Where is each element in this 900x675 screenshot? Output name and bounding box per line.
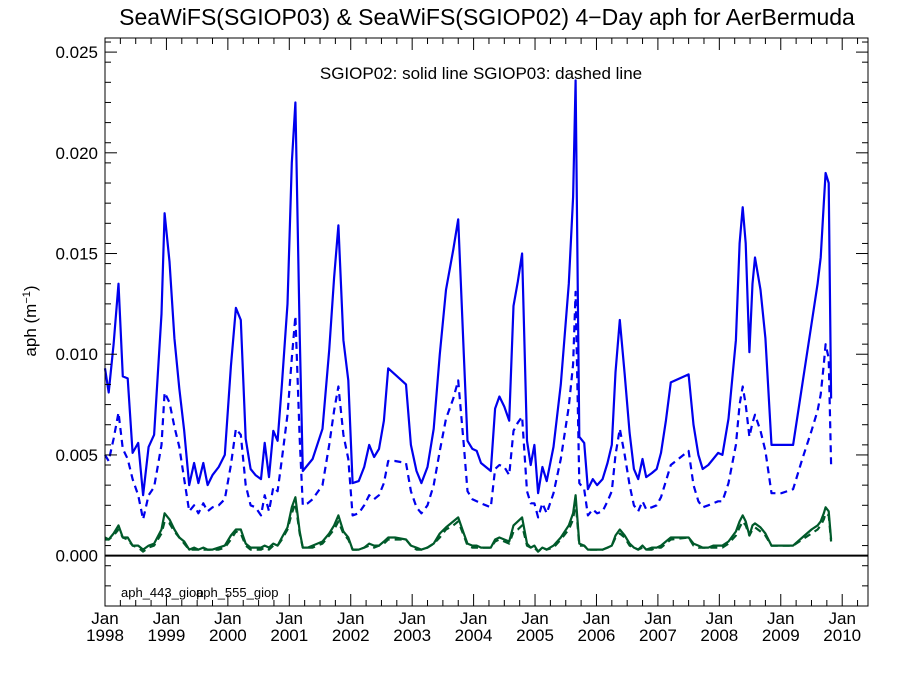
x-tick-year-label: 1998 bbox=[86, 626, 124, 645]
x-tick-year-label: 2002 bbox=[332, 626, 370, 645]
series-line-aph_555_giop-sgiop02 bbox=[104, 494, 833, 553]
x-tick-month-label: Jan bbox=[153, 609, 180, 628]
x-tick-year-label: 2006 bbox=[578, 626, 616, 645]
x-tick-month-label: Jan bbox=[583, 609, 610, 628]
x-tick-month-label: Jan bbox=[767, 609, 794, 628]
x-tick-month-label: Jan bbox=[91, 609, 118, 628]
series-group bbox=[103, 79, 833, 553]
series-line-aph_443_giop-sgiop02 bbox=[103, 79, 833, 497]
x-tick-year-label: 2009 bbox=[762, 626, 800, 645]
x-tick-month-label: Jan bbox=[521, 609, 548, 628]
legend-label-aph-555: aph_555_giop bbox=[196, 585, 278, 600]
y-tick-label: 0.005 bbox=[55, 446, 98, 465]
x-tick-year-label: 1999 bbox=[148, 626, 186, 645]
x-tick-year-label: 2005 bbox=[516, 626, 554, 645]
line-style-annotation: SGIOP02: solid line SGIOP03: dashed line bbox=[320, 64, 642, 83]
series-line-aph_443_giop-sgiop03 bbox=[104, 290, 833, 521]
x-tick-year-label: 2008 bbox=[700, 626, 738, 645]
x-tick-month-label: Jan bbox=[706, 609, 733, 628]
x-tick-month-label: Jan bbox=[276, 609, 303, 628]
y-tick-label: 0.015 bbox=[55, 245, 98, 264]
x-tick-month-label: Jan bbox=[644, 609, 671, 628]
x-tick-year-label: 2010 bbox=[823, 626, 861, 645]
x-tick-year-label: 2007 bbox=[639, 626, 677, 645]
series-line-aph_555_giop-sgiop03 bbox=[105, 500, 833, 553]
y-tick-label: 0.020 bbox=[55, 144, 98, 163]
x-tick-month-label: Jan bbox=[398, 609, 425, 628]
legend-label-aph-443: aph_443_giop bbox=[121, 585, 203, 600]
x-tick-year-label: 2003 bbox=[393, 626, 431, 645]
x-tick-year-label: 2004 bbox=[455, 626, 493, 645]
y-axis-label-close: ) bbox=[21, 285, 40, 291]
y-tick-label: 0.025 bbox=[55, 43, 98, 62]
x-tick-month-label: Jan bbox=[337, 609, 364, 628]
chart-title: SeaWiFS(SGIOP03) & SeaWiFS(SGIOP02) 4−Da… bbox=[119, 4, 855, 30]
y-axis-label-superscript: −1 bbox=[21, 291, 33, 304]
y-axis-label-text: aph (m bbox=[21, 304, 40, 357]
x-tick-month-label: Jan bbox=[214, 609, 241, 628]
x-tick-year-label: 2000 bbox=[209, 626, 247, 645]
y-tick-label: 0.000 bbox=[55, 547, 98, 566]
plot-area: 0.0000.0050.0100.0150.0200.025Jan1998Jan… bbox=[55, 37, 869, 645]
y-axis-label: aph (m−1) bbox=[21, 285, 40, 356]
plot-frame bbox=[104, 37, 869, 607]
x-tick-month-label: Jan bbox=[828, 609, 855, 628]
x-tick-year-label: 2001 bbox=[270, 626, 308, 645]
x-tick-month-label: Jan bbox=[460, 609, 487, 628]
y-tick-label: 0.010 bbox=[55, 345, 98, 364]
